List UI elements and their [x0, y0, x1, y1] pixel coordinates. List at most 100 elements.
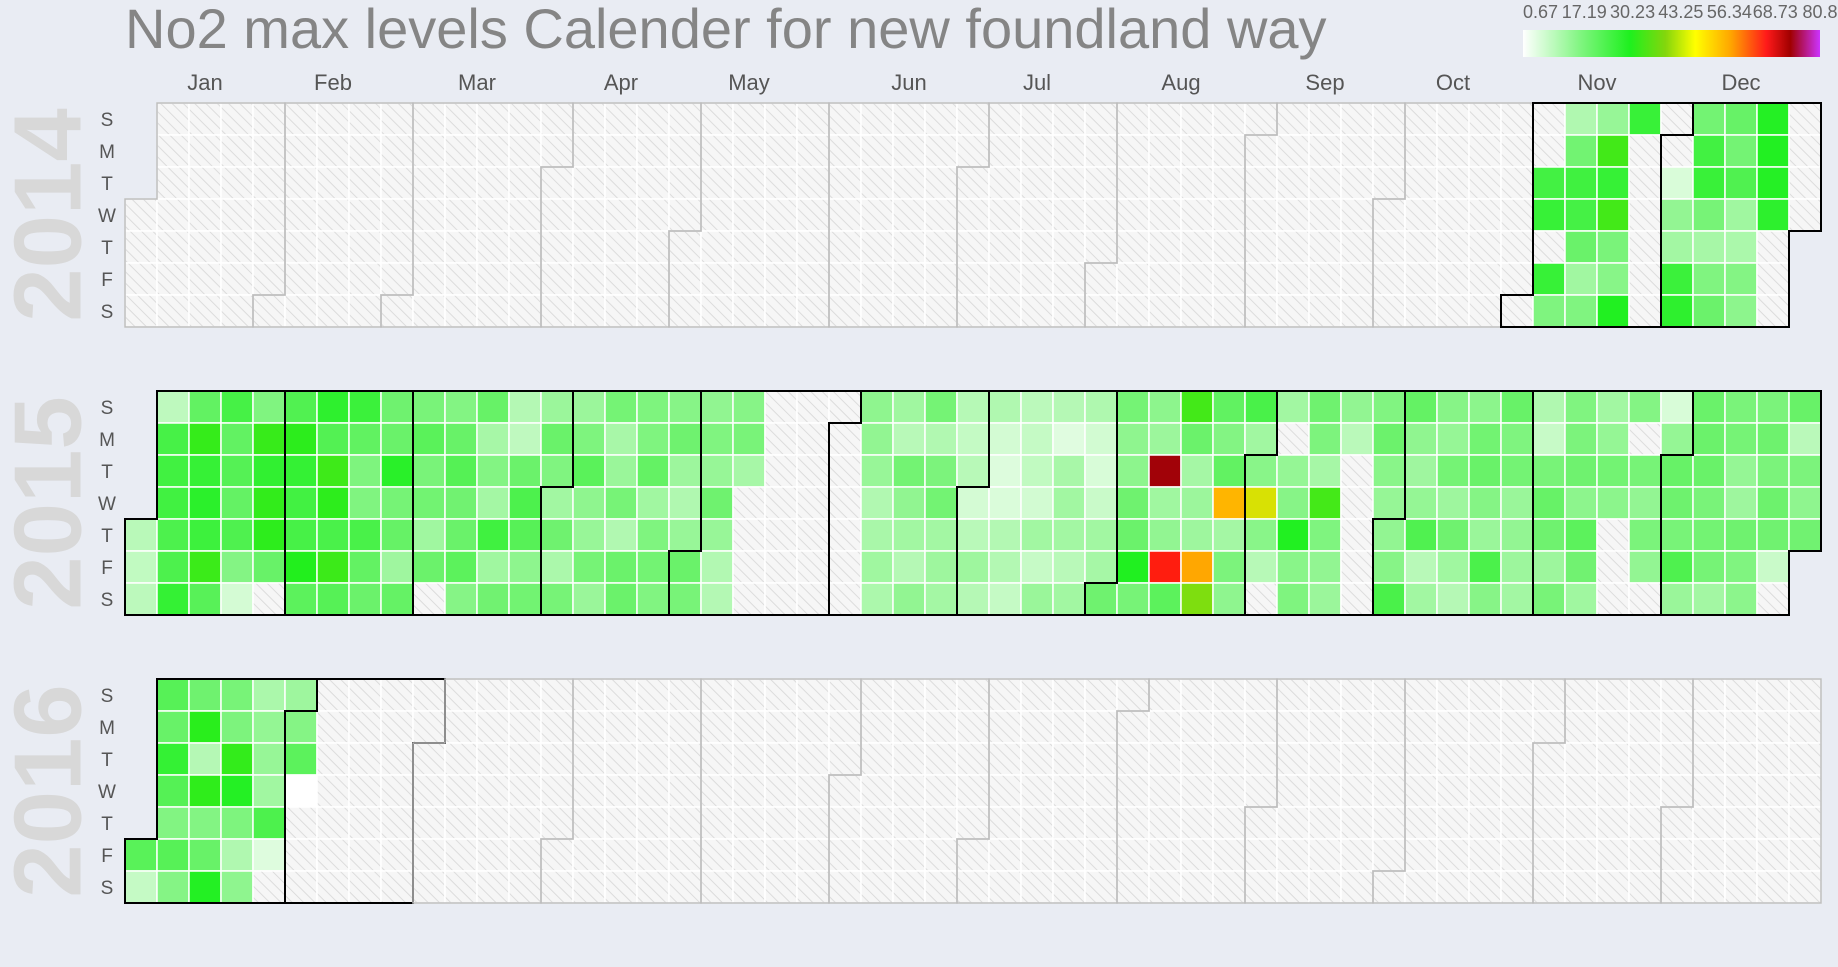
day-cells	[124, 678, 1822, 904]
day-cell	[1500, 870, 1534, 904]
day-cell	[380, 166, 414, 200]
day-cell	[1500, 710, 1534, 744]
month-labels: Jan Feb Mar Apr May Jun Jul Aug Sep Oct Nov Dec	[187, 70, 1760, 95]
day-cell	[1052, 230, 1086, 264]
day-cell	[732, 678, 766, 712]
day-cell	[796, 262, 830, 296]
day-cell	[988, 550, 1022, 584]
day-cell	[1116, 454, 1150, 488]
day-cell	[860, 870, 894, 904]
day-cell	[348, 774, 382, 808]
day-cell	[1564, 166, 1598, 200]
day-cell	[796, 134, 830, 168]
day-cell	[1468, 486, 1502, 520]
day-cell	[380, 422, 414, 456]
day-cell	[540, 870, 574, 904]
day-cell	[1340, 198, 1374, 232]
day-cell	[156, 102, 190, 136]
day-cell	[1020, 838, 1054, 872]
day-cell	[508, 486, 542, 520]
day-cell	[1372, 518, 1406, 552]
day-cell	[1020, 774, 1054, 808]
day-cell	[508, 262, 542, 296]
day-cell	[412, 454, 446, 488]
day-cell	[540, 806, 574, 840]
day-cell	[1052, 550, 1086, 584]
day-cell	[1468, 294, 1502, 328]
day-cell	[956, 710, 990, 744]
day-cell	[380, 198, 414, 232]
day-cell	[188, 262, 222, 296]
day-cell	[1148, 550, 1182, 584]
day-cell	[988, 230, 1022, 264]
day-cell	[1212, 262, 1246, 296]
day-cell	[540, 390, 574, 424]
day-cell	[924, 294, 958, 328]
day-cell	[284, 550, 318, 584]
day-cell	[860, 230, 894, 264]
day-cell	[380, 518, 414, 552]
day-cell	[476, 262, 510, 296]
day-cell	[1372, 166, 1406, 200]
day-cell	[1660, 806, 1694, 840]
day-cell	[188, 102, 222, 136]
day-cell	[828, 582, 862, 616]
day-cell	[508, 422, 542, 456]
day-cell	[604, 678, 638, 712]
day-cell	[924, 454, 958, 488]
day-cell	[1660, 838, 1694, 872]
day-cell	[1340, 550, 1374, 584]
day-cell	[1788, 486, 1822, 520]
day-cell	[1020, 102, 1054, 136]
day-cell	[1788, 710, 1822, 744]
day-cell	[1404, 486, 1438, 520]
day-cell	[1276, 870, 1310, 904]
day-cell	[636, 422, 670, 456]
day-cell	[732, 422, 766, 456]
day-cell	[796, 166, 830, 200]
day-cell	[1756, 710, 1790, 744]
day-cell	[1724, 518, 1758, 552]
day-cell	[1468, 710, 1502, 744]
day-cell	[380, 102, 414, 136]
weekday-label: S	[101, 686, 114, 707]
day-cell	[860, 166, 894, 200]
day-cell	[220, 198, 254, 232]
day-cell	[1628, 262, 1662, 296]
day-cell	[1500, 166, 1534, 200]
day-cell	[668, 710, 702, 744]
day-cell	[956, 134, 990, 168]
day-cell	[796, 230, 830, 264]
day-cell	[1788, 390, 1822, 424]
day-cell	[1788, 806, 1822, 840]
weekday-label: T	[101, 238, 113, 259]
day-cell	[700, 870, 734, 904]
day-cell	[1660, 454, 1694, 488]
day-cell	[1596, 710, 1630, 744]
day-cell	[1308, 166, 1342, 200]
day-cell	[252, 774, 286, 808]
day-cell	[508, 838, 542, 872]
day-cell	[1308, 870, 1342, 904]
day-cell	[1340, 486, 1374, 520]
day-cell	[1756, 870, 1790, 904]
day-cell	[1500, 678, 1534, 712]
day-cell	[1212, 198, 1246, 232]
day-cell	[892, 262, 926, 296]
day-cell	[1116, 582, 1150, 616]
day-cell	[316, 262, 350, 296]
day-cell	[508, 806, 542, 840]
day-cell	[1756, 486, 1790, 520]
day-cell	[892, 838, 926, 872]
day-cell	[188, 870, 222, 904]
day-cell	[1628, 134, 1662, 168]
day-cell	[572, 102, 606, 136]
day-cell	[1148, 294, 1182, 328]
day-cell	[1212, 230, 1246, 264]
day-cell	[1276, 262, 1310, 296]
month-outline	[1660, 102, 1822, 328]
month-outlines	[124, 102, 1822, 328]
day-cell	[700, 742, 734, 776]
day-cell	[1660, 678, 1694, 712]
day-cell	[188, 422, 222, 456]
